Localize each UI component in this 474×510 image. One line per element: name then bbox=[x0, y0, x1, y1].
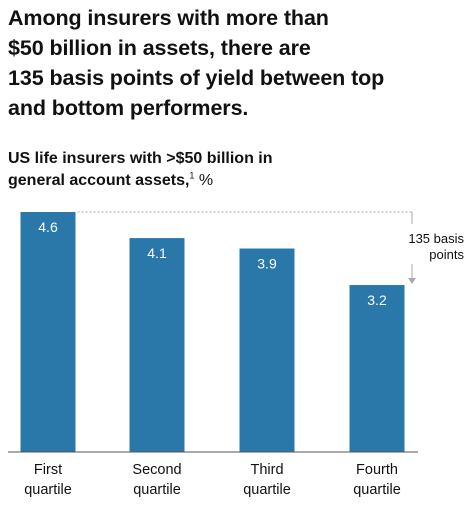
category-label: Fourth quartile bbox=[353, 462, 401, 498]
chart-subtitle: US life insurers with >$50 billion in ge… bbox=[8, 148, 468, 192]
category-label-line: First bbox=[34, 462, 62, 478]
category-label-line: Third bbox=[250, 462, 283, 478]
headline-line: and bottom performers. bbox=[8, 96, 249, 120]
annotation-label: 135 basis points bbox=[408, 231, 464, 262]
category-label-line: Second bbox=[132, 462, 181, 478]
data-label: 4.6 bbox=[38, 219, 58, 235]
category-label-line: quartile bbox=[243, 482, 291, 498]
bar bbox=[129, 238, 185, 452]
category-label: Second quartile bbox=[132, 462, 181, 498]
headline: Among insurers with more than $50 billio… bbox=[8, 3, 468, 123]
headline-line: 135 basis points of yield between top bbox=[8, 66, 385, 90]
annotation-label-line: 135 basis bbox=[408, 231, 464, 246]
headline-line: $50 billion in assets, there are bbox=[8, 36, 311, 60]
footnote-marker: 1 bbox=[189, 170, 195, 181]
data-label: 3.9 bbox=[257, 256, 277, 272]
category-label-line: quartile bbox=[353, 482, 401, 498]
unit-label: % bbox=[194, 172, 214, 189]
annotation-arrow bbox=[408, 278, 416, 285]
data-label: 3.2 bbox=[367, 292, 387, 308]
subtitle-line: US life insurers with >$50 billion in bbox=[8, 150, 273, 167]
category-label-line: quartile bbox=[133, 482, 181, 498]
bar bbox=[20, 212, 76, 452]
annotation-label-line: points bbox=[429, 247, 464, 262]
category-label: Third quartile bbox=[243, 462, 291, 498]
bar bbox=[349, 285, 405, 452]
subtitle-line: general account assets, bbox=[8, 172, 190, 189]
category-label-line: quartile bbox=[24, 482, 72, 498]
category-label: First quartile bbox=[24, 462, 72, 498]
headline-line: Among insurers with more than bbox=[8, 6, 329, 30]
category-label-line: Fourth bbox=[356, 462, 398, 478]
data-label: 4.1 bbox=[147, 245, 167, 261]
bar bbox=[239, 248, 295, 452]
